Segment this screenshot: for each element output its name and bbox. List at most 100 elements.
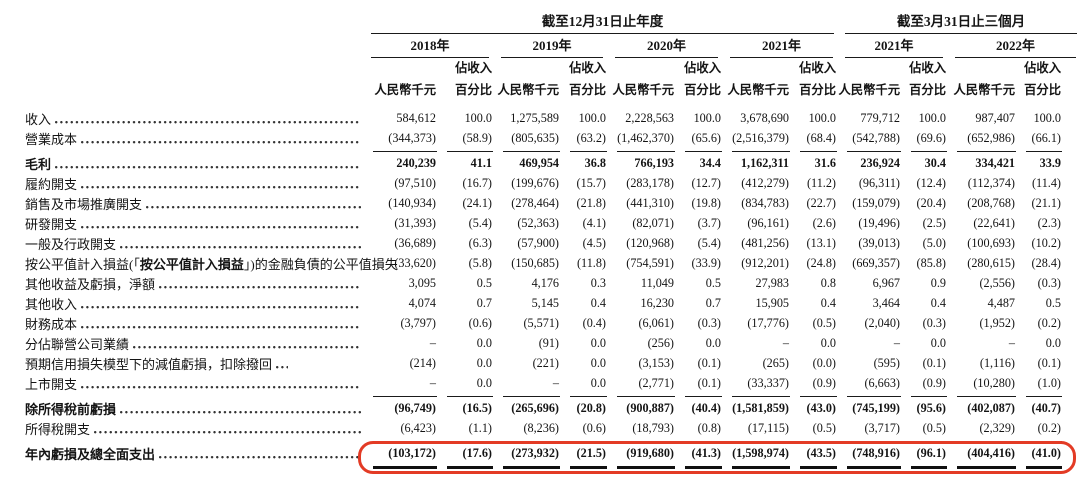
value-cell: (97,510) xyxy=(394,176,436,190)
value-cell: (0.6) xyxy=(468,316,492,330)
value-cell: (404,416) xyxy=(967,446,1015,460)
value-cell: (1,462,370) xyxy=(617,131,674,145)
value-cell: (6.3) xyxy=(468,236,492,250)
dot-leader xyxy=(81,141,361,144)
value-cell: (1,581,859) xyxy=(732,401,789,415)
value-cell: (19.8) xyxy=(691,196,721,210)
table-row: 上市開支 – 0.0 – 0.0 (2,771) (0.1) (33,337) … xyxy=(0,373,1080,393)
value-cell: (2,040) xyxy=(864,316,900,330)
value-cell: (0.9) xyxy=(812,376,836,390)
row-label: 上市開支 xyxy=(0,373,363,393)
subtotal-rule-row xyxy=(0,393,1080,398)
value-cell: (652,986) xyxy=(967,131,1015,145)
table-row: 研發開支 (31,393) (5.4) (52,363) (4.1) (82,0… xyxy=(0,213,1080,233)
value-cell: (441,310) xyxy=(626,196,674,210)
value-cell: 334,421 xyxy=(975,156,1015,170)
row-label: 按公平值計入損益(「 按公平值計入損益 」)的金融負債的公平值損失 xyxy=(25,256,398,272)
value-cell: 41.1 xyxy=(470,156,492,170)
dot-leader xyxy=(133,346,361,349)
value-cell: (0.1) xyxy=(1037,356,1061,370)
dot-leader xyxy=(94,431,361,434)
value-cell: (41.0) xyxy=(1031,446,1061,460)
table-row: 一般及行政開支 (36,689) (6.3) (57,900) (4.5) (1… xyxy=(0,233,1080,253)
value-cell: 0.3 xyxy=(590,276,606,290)
rmb-thousand-header: 人民幣千元 xyxy=(374,83,437,97)
year-header: 2019年 xyxy=(493,34,607,58)
year-header: 2021年 xyxy=(837,34,947,58)
value-cell: 3,678,690 xyxy=(740,111,789,125)
value-cell: (481,256) xyxy=(741,236,789,250)
row-label: 所得稅開支 xyxy=(0,418,363,438)
value-cell: (283,178) xyxy=(626,176,674,190)
value-cell: 2,228,563 xyxy=(625,111,674,125)
value-cell: (1.1) xyxy=(468,421,492,435)
row-label: 一般及行政開支 xyxy=(0,233,363,253)
value-cell: (5.8) xyxy=(468,256,492,270)
table-row: 履約開支 (97,510) (16.7) (199,676) (15.7) (2… xyxy=(0,173,1080,193)
value-cell: (748,916) xyxy=(852,446,900,460)
dot-leader xyxy=(276,366,289,369)
value-cell: 236,924 xyxy=(860,156,900,170)
value-cell: (0.8) xyxy=(697,421,721,435)
percent-header: 百分比 xyxy=(909,83,946,97)
pct-of-revenue-header-row: 佔收入 佔收入 佔收入 佔收入 佔收入 佔收入 xyxy=(0,58,1080,78)
value-cell: 3,095 xyxy=(408,276,436,290)
value-cell: (68.4) xyxy=(806,131,836,145)
value-cell: 6,967 xyxy=(872,276,900,290)
value-cell: (0.1) xyxy=(697,356,721,370)
value-cell: (10.2) xyxy=(1031,236,1061,250)
value-cell: 0.0 xyxy=(705,336,721,350)
value-cell: 4,074 xyxy=(408,296,436,310)
value-cell: (912,201) xyxy=(741,256,789,270)
value-cell: (6,663) xyxy=(864,376,900,390)
value-cell: (40.4) xyxy=(691,401,721,415)
value-cell: (17,115) xyxy=(747,421,789,435)
value-cell: 1,162,311 xyxy=(740,156,789,170)
value-cell: (2,329) xyxy=(979,421,1015,435)
value-cell: – xyxy=(429,336,436,350)
value-cell: (66.1) xyxy=(1031,131,1061,145)
dot-leader xyxy=(81,306,361,309)
value-cell: (21.5) xyxy=(576,446,606,460)
percent-header: 百分比 xyxy=(799,83,836,97)
pct-of-revenue-header: 佔收入 xyxy=(1024,61,1061,75)
value-cell: (21.1) xyxy=(1031,196,1061,210)
value-cell: (402,087) xyxy=(967,401,1015,415)
value-cell: (278,464) xyxy=(511,196,559,210)
value-cell: (0.3) xyxy=(697,316,721,330)
value-cell: (3.7) xyxy=(697,216,721,230)
value-cell: (5.4) xyxy=(468,216,492,230)
value-cell: (273,932) xyxy=(511,446,559,460)
value-cell: (6,061) xyxy=(638,316,674,330)
percent-header: 百分比 xyxy=(1024,83,1061,97)
value-cell: (40.7) xyxy=(1031,401,1061,415)
value-cell: 0.7 xyxy=(476,296,492,310)
value-cell: (16.7) xyxy=(462,176,492,190)
value-cell: (208,768) xyxy=(967,196,1015,210)
value-cell: 0.0 xyxy=(590,376,606,390)
period-header-quarter: 截至3月31日止三個月 xyxy=(837,0,1080,34)
year-header: 2021年 xyxy=(722,34,837,58)
value-cell: 0.0 xyxy=(476,356,492,370)
value-cell: 36.8 xyxy=(584,156,606,170)
value-cell: (11.2) xyxy=(807,176,836,190)
table-row: 毛利 240,239 41.1 469,954 36.8 766,193 34.… xyxy=(0,153,1080,173)
year-header: 2020年 xyxy=(607,34,722,58)
value-cell: (100,693) xyxy=(967,236,1015,250)
value-cell: 100.0 xyxy=(1033,111,1061,125)
value-cell: (745,199) xyxy=(852,401,900,415)
table-row: 所得稅開支 (6,423) (1.1) (8,236) (0.6) (18,79… xyxy=(0,418,1080,438)
table-row: 年內虧損及總全面支出 (103,172) (17.6) (273,932) (2… xyxy=(0,443,1080,463)
value-cell: (120,968) xyxy=(626,236,674,250)
percent-header: 百分比 xyxy=(684,83,721,97)
dot-leader xyxy=(55,121,361,124)
row-label: 營業成本 xyxy=(0,128,363,148)
value-cell: 0.5 xyxy=(705,276,721,290)
value-cell: – xyxy=(552,376,559,390)
row-label: 除所得稅前虧損 xyxy=(0,398,363,418)
unit-header-row: 人民幣千元 百分比 人民幣千元 百分比 人民幣千元 百分比 人民幣千元 百分比 人民幣千… xyxy=(0,78,1080,100)
value-cell: 31.6 xyxy=(814,156,836,170)
pct-of-revenue-header: 佔收入 xyxy=(799,61,836,75)
value-cell: (17.6) xyxy=(462,446,492,460)
value-cell: (2,556) xyxy=(979,276,1015,290)
